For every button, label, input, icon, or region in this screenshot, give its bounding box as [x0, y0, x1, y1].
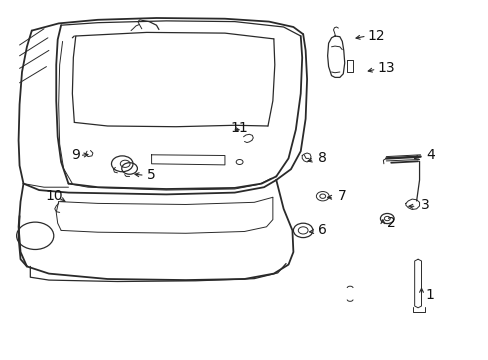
Text: 7: 7 [337, 189, 346, 203]
Text: 6: 6 [318, 224, 326, 237]
Text: 12: 12 [367, 29, 385, 43]
Text: 4: 4 [425, 148, 434, 162]
Text: 9: 9 [71, 148, 80, 162]
Text: 5: 5 [147, 168, 156, 181]
Text: 13: 13 [377, 62, 394, 75]
Text: 10: 10 [45, 189, 62, 203]
Text: 11: 11 [230, 121, 248, 135]
Text: 3: 3 [420, 198, 429, 212]
Text: 1: 1 [425, 288, 434, 302]
Text: 2: 2 [386, 216, 395, 230]
Text: 8: 8 [318, 152, 326, 165]
